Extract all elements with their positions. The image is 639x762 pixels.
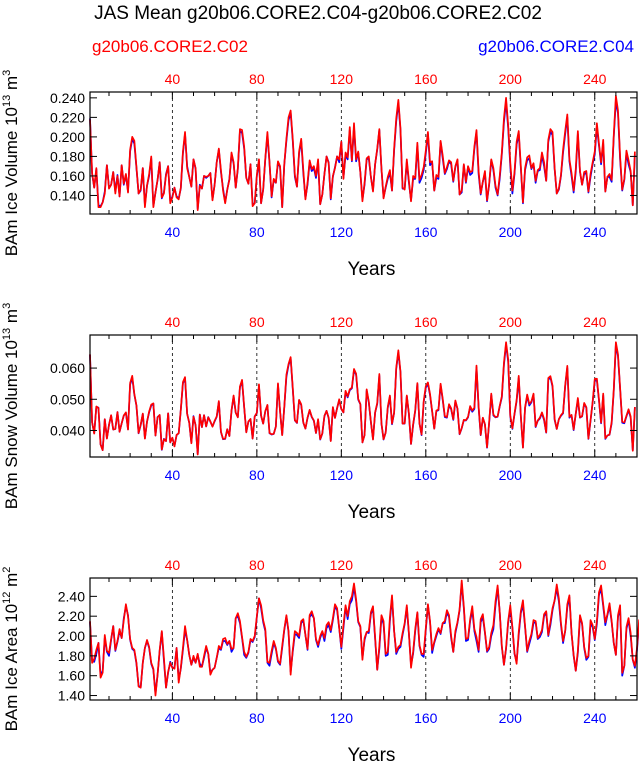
- plot-frame: [89, 91, 638, 215]
- y-axis-title: BAm Ice Volume 1013 m3: [1, 70, 21, 257]
- plot-frame: [89, 334, 638, 458]
- x-tick-label-bottom: 80: [249, 224, 265, 240]
- x-tick-label-top: 240: [583, 557, 607, 573]
- x-tick-label-bottom: 40: [165, 224, 181, 240]
- y-axis-title-part: m: [2, 309, 21, 328]
- y-tick-label: 2.20: [58, 608, 85, 624]
- series-line-c02: [89, 579, 639, 697]
- x-tick-label-bottom: 40: [165, 467, 181, 483]
- figure-title: JAS Mean g20b06.CORE2.C04-g20b06.CORE2.C…: [94, 3, 542, 24]
- x-tick-label-top: 120: [330, 557, 354, 573]
- x-tick-label-top: 40: [165, 557, 181, 573]
- y-tick-label: 1.60: [58, 668, 85, 684]
- x-tick-label-top: 240: [583, 71, 607, 87]
- x-tick-label-top: 40: [165, 314, 181, 330]
- x-axis-title: Years: [348, 745, 396, 762]
- y-tick-label: 1.80: [58, 648, 85, 664]
- x-tick-label-bottom: 160: [414, 710, 438, 726]
- y-axis-title-part: m: [2, 573, 21, 592]
- x-tick-label-top: 200: [499, 314, 523, 330]
- legend-right-label: g20b06.CORE2.C04: [478, 37, 634, 56]
- chart-ice-area: 40 40 80 80 120 120 160 160 200 200 240 240 1.40 1.60…: [1, 557, 639, 762]
- chart-ice-volume: 40 40 80 80 120 120 160 160 200 200 240 240 0.140 0.1…: [1, 70, 638, 280]
- x-tick-label-top: 160: [414, 557, 438, 573]
- x-tick-label-top: 80: [249, 314, 265, 330]
- y-tick-label: 0.040: [50, 422, 85, 438]
- x-tick-label-bottom: 240: [583, 710, 607, 726]
- x-tick-label-top: 40: [165, 71, 181, 87]
- x-tick-label-top: 160: [414, 71, 438, 87]
- y-tick-label: 0.180: [50, 148, 85, 164]
- y-tick-label: 0.060: [50, 360, 85, 376]
- x-tick-label-bottom: 160: [414, 224, 438, 240]
- y-tick-label: 0.050: [50, 391, 85, 407]
- y-axis-title-part: BAm Ice Volume 10: [2, 107, 21, 256]
- x-axis-title: Years: [348, 259, 396, 280]
- chart-snow-volume: 40 40 80 80 120 120 160 160 200 200 240 240 0.040 0.0…: [1, 303, 638, 523]
- y-tick-label: 0.220: [50, 109, 85, 125]
- y-axis-title-part: 12: [1, 592, 13, 604]
- x-tick-label-bottom: 240: [583, 224, 607, 240]
- y-tick-label: 0.240: [50, 90, 85, 106]
- y-tick-label: 0.160: [50, 168, 85, 184]
- y-axis-title: BAm Snow Volume 1013 m3: [1, 303, 21, 509]
- series-line-c02: [89, 95, 636, 211]
- x-tick-label-bottom: 80: [249, 467, 265, 483]
- x-tick-label-top: 200: [499, 557, 523, 573]
- y-axis-title-part: 3: [1, 303, 13, 309]
- y-axis-title-part: 13: [1, 328, 13, 340]
- y-tick-label: 1.40: [58, 688, 85, 704]
- x-tick-label-bottom: 200: [499, 710, 523, 726]
- x-tick-label-top: 80: [249, 557, 265, 573]
- x-tick-label-bottom: 120: [330, 710, 354, 726]
- x-tick-label-bottom: 40: [165, 710, 181, 726]
- x-tick-label-bottom: 240: [583, 467, 607, 483]
- x-tick-label-top: 120: [330, 71, 354, 87]
- plot-frame: [89, 577, 638, 701]
- y-axis-title-part: 13: [1, 95, 13, 107]
- y-axis-title: BAm Ice Area 1012 m2: [1, 567, 21, 732]
- x-axis-title: Years: [348, 502, 396, 523]
- x-tick-label-top: 120: [330, 314, 354, 330]
- x-tick-label-top: 160: [414, 314, 438, 330]
- legend-left-label: g20b06.CORE2.C02: [92, 37, 248, 56]
- x-tick-label-top: 80: [249, 71, 265, 87]
- y-tick-label: 0.140: [50, 187, 85, 203]
- x-tick-label-top: 240: [583, 314, 607, 330]
- y-axis-title-part: m: [2, 76, 21, 95]
- x-tick-label-bottom: 120: [330, 224, 354, 240]
- x-tick-label-top: 200: [499, 71, 523, 87]
- y-axis-title-part: BAm Ice Area 10: [2, 604, 21, 732]
- y-tick-label: 2.00: [58, 628, 85, 644]
- x-tick-label-bottom: 200: [499, 224, 523, 240]
- y-axis-title-part: 3: [1, 70, 13, 76]
- x-tick-label-bottom: 120: [330, 467, 354, 483]
- y-axis-title-part: BAm Snow Volume 10: [2, 340, 21, 509]
- x-tick-label-bottom: 200: [499, 467, 523, 483]
- y-axis-title-part: 2: [1, 567, 13, 573]
- series-line-c02: [89, 341, 636, 456]
- y-tick-label: 0.200: [50, 129, 85, 145]
- x-tick-label-bottom: 80: [249, 710, 265, 726]
- y-tick-label: 2.40: [58, 588, 85, 604]
- x-tick-label-bottom: 160: [414, 467, 438, 483]
